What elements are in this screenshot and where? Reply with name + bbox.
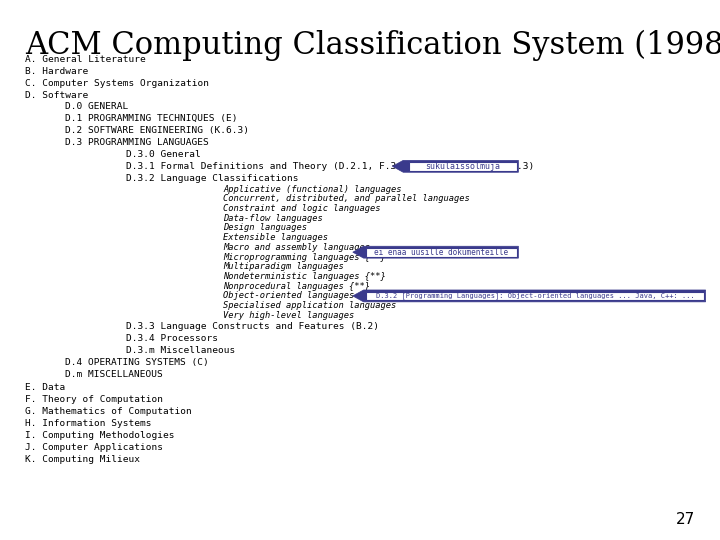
Text: D.3.2 [Programming Languages]: Object-oriented languages ... Java, C++: ...: D.3.2 [Programming Languages]: Object-or… bbox=[376, 293, 694, 299]
Polygon shape bbox=[353, 290, 706, 302]
Text: D.m MISCELLANEOUS: D.m MISCELLANEOUS bbox=[65, 370, 163, 379]
Text: Constraint and logic languages: Constraint and logic languages bbox=[223, 204, 381, 213]
Text: Applicative (functional) languages: Applicative (functional) languages bbox=[223, 185, 402, 193]
Text: A. General Literature: A. General Literature bbox=[25, 55, 146, 64]
Text: B. Hardware: B. Hardware bbox=[25, 67, 89, 76]
Text: E. Data: E. Data bbox=[25, 383, 66, 392]
Text: F. Theory of Computation: F. Theory of Computation bbox=[25, 395, 163, 404]
Text: D.3.2 Language Classifications: D.3.2 Language Classifications bbox=[126, 174, 299, 183]
Text: G. Mathematics of Computation: G. Mathematics of Computation bbox=[25, 407, 192, 416]
Text: Design languages: Design languages bbox=[223, 224, 307, 232]
Text: Nondeterministic languages {**}: Nondeterministic languages {**} bbox=[223, 272, 386, 281]
Text: D.3 PROGRAMMING LANGUAGES: D.3 PROGRAMMING LANGUAGES bbox=[65, 138, 209, 147]
Text: Extensible languages: Extensible languages bbox=[223, 233, 328, 242]
Text: H. Information Systems: H. Information Systems bbox=[25, 419, 152, 428]
Text: Macro and assembly languages: Macro and assembly languages bbox=[223, 243, 370, 252]
FancyBboxPatch shape bbox=[366, 292, 704, 300]
Text: 27: 27 bbox=[675, 511, 695, 526]
Text: Specialised application languages: Specialised application languages bbox=[223, 301, 397, 310]
Polygon shape bbox=[392, 160, 518, 172]
Text: I. Computing Methodologies: I. Computing Methodologies bbox=[25, 431, 175, 440]
Text: D.3.0 General: D.3.0 General bbox=[126, 150, 201, 159]
Text: D. Software: D. Software bbox=[25, 91, 89, 99]
Text: Object-oriented languages: Object-oriented languages bbox=[223, 292, 354, 300]
Text: C. Computer Systems Organization: C. Computer Systems Organization bbox=[25, 79, 210, 87]
Text: Very high-level languages: Very high-level languages bbox=[223, 311, 354, 320]
Text: Data-flow languages: Data-flow languages bbox=[223, 214, 323, 222]
Text: D.3.3 Language Constructs and Features (B.2): D.3.3 Language Constructs and Features (… bbox=[126, 322, 379, 331]
Text: Multiparadigm languages: Multiparadigm languages bbox=[223, 262, 344, 271]
Text: D.3.4 Processors: D.3.4 Processors bbox=[126, 334, 218, 343]
Text: D.4 OPERATING SYSTEMS (C): D.4 OPERATING SYSTEMS (C) bbox=[65, 358, 209, 367]
FancyBboxPatch shape bbox=[366, 248, 517, 256]
Text: D.0 GENERAL: D.0 GENERAL bbox=[65, 103, 128, 111]
Text: D.2 SOFTWARE ENGINEERING (K.6.3): D.2 SOFTWARE ENGINEERING (K.6.3) bbox=[65, 126, 249, 135]
Text: D.3.1 Formal Definitions and Theory (D.2.1, F.3.1, F.3.2, F.4.2, F.4.3): D.3.1 Formal Definitions and Theory (D.2… bbox=[126, 162, 534, 171]
Text: Nonprocedural languages {**}: Nonprocedural languages {**} bbox=[223, 282, 370, 291]
Text: J. Computer Applications: J. Computer Applications bbox=[25, 443, 163, 451]
Text: ei enää uusille dokumenteille: ei enää uusille dokumenteille bbox=[374, 248, 508, 256]
FancyBboxPatch shape bbox=[409, 162, 517, 171]
Text: sukulaissolmuja: sukulaissolmuja bbox=[426, 162, 500, 171]
Text: Microprogramming languages {**}: Microprogramming languages {**} bbox=[223, 253, 386, 261]
Text: Concurrent, distributed, and parallel languages: Concurrent, distributed, and parallel la… bbox=[223, 194, 470, 203]
Text: D.1 PROGRAMMING TECHNIQUES (E): D.1 PROGRAMMING TECHNIQUES (E) bbox=[65, 114, 238, 123]
Polygon shape bbox=[353, 246, 518, 258]
Text: ACM Computing Classification System (1998): ACM Computing Classification System (199… bbox=[25, 30, 720, 61]
Text: D.3.m Miscellaneous: D.3.m Miscellaneous bbox=[126, 346, 235, 355]
Text: K. Computing Milieux: K. Computing Milieux bbox=[25, 455, 140, 463]
